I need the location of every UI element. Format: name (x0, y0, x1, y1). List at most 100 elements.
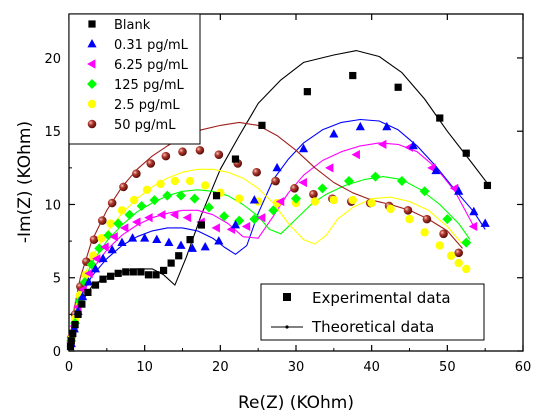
data-point-2-5-pg-ml (170, 176, 180, 186)
legend-data-type-box (260, 283, 485, 341)
data-point-6-25-pg-ml (427, 163, 436, 173)
data-point-2-5-pg-ml (106, 219, 115, 228)
data-point-blank (159, 266, 168, 275)
data-point-125-pg-ml (370, 171, 381, 182)
data-point-6-25-pg-ml (241, 221, 251, 232)
data-point-blank (122, 268, 130, 276)
data-point-blank (152, 271, 160, 279)
legend-label-0-31-pg-ml: 0.31 pg/mL (114, 38, 189, 53)
legend-data-type: Experimental data Theoretical data (260, 283, 485, 341)
data-point-50-pg-ml (146, 159, 156, 168)
data-point-6-25-pg-ml (182, 213, 192, 223)
fit-line-blank (68, 50, 490, 352)
data-point-125-pg-ml (103, 230, 114, 241)
data-point-50-pg-ml (132, 169, 141, 179)
data-point-6-25-pg-ml (378, 139, 387, 150)
data-point-0-31-pg-ml (152, 234, 162, 244)
data-point-blank (74, 310, 82, 318)
data-point-50-pg-ml (161, 151, 171, 161)
data-point-2-5-pg-ml (235, 194, 244, 203)
legend-marker-6-25-pg-ml (87, 59, 96, 69)
data-point-2-5-pg-ml (185, 176, 195, 186)
data-point-125-pg-ml (317, 183, 328, 194)
data-point-2-5-pg-ml (310, 197, 320, 206)
data-point-0-31-pg-ml (408, 140, 418, 150)
fit-line-0-31-pg-ml (68, 118, 486, 352)
data-point-blank (186, 236, 194, 244)
data-point-50-pg-ml (439, 229, 448, 239)
data-point-0-31-pg-ml (355, 121, 365, 131)
data-point-125-pg-ml (149, 195, 160, 206)
data-point-0-31-pg-ml (298, 143, 309, 153)
data-point-125-pg-ml (442, 214, 453, 225)
legend-label-6-25-pg-ml: 6.25 pg/mL (114, 58, 189, 73)
data-point-2-5-pg-ml (405, 214, 414, 224)
x-tick-label: 20 (212, 360, 229, 375)
y-tick-label: 10 (44, 198, 61, 213)
legend-label-blank: Blank (114, 18, 151, 33)
legend-label-2-5-pg-ml: 2.5 pg/mL (114, 98, 180, 113)
x-tick-label: 40 (363, 360, 380, 375)
legend-theoretical-label: Theoretical data (311, 318, 434, 336)
data-point-0-31-pg-ml (200, 241, 210, 251)
data-point-50-pg-ml (214, 150, 224, 159)
data-point-50-pg-ml (89, 235, 99, 244)
data-point-blank (436, 114, 444, 122)
y-tick-label: 15 (44, 125, 61, 140)
fit-line-6-25-pg-ml (68, 142, 475, 352)
data-point-blank (71, 321, 79, 329)
data-point-125-pg-ml (162, 190, 173, 201)
data-point-125-pg-ml (396, 176, 407, 187)
data-point-50-pg-ml (178, 147, 187, 157)
data-point-50-pg-ml (290, 184, 299, 193)
data-point-0-31-pg-ml (117, 237, 127, 246)
legend-entry-6-25-pg-ml: 6.25 pg/mL (87, 58, 189, 73)
y-tick-label: 5 (53, 272, 61, 287)
data-point-0-31-pg-ml (249, 195, 259, 204)
data-point-50-pg-ml (107, 198, 117, 208)
data-point-125-pg-ml (268, 205, 279, 216)
data-point-50-pg-ml (271, 176, 280, 186)
data-point-125-pg-ml (136, 200, 147, 211)
data-point-2-5-pg-ml (97, 233, 106, 243)
y-tick-label: 0 (53, 345, 61, 360)
data-point-50-pg-ml (454, 248, 463, 258)
legend-series-entries: Blank 0.31 pg/mL 6.25 pg/mL 125 pg/mL 2.5 pg… (87, 18, 189, 133)
data-point-blank (303, 88, 311, 96)
data-point-6-25-pg-ml (157, 210, 166, 220)
data-point-blank (107, 272, 115, 280)
legend-entry-blank: Blank (88, 18, 151, 33)
data-point-blank (69, 329, 77, 338)
data-point-2-5-pg-ml (348, 195, 357, 205)
data-point-6-25-pg-ml (109, 232, 118, 242)
data-point-blank (114, 269, 122, 277)
legend-marker-125-pg-ml (87, 79, 97, 89)
data-point-50-pg-ml (403, 206, 413, 215)
data-point-blank (212, 192, 221, 200)
data-point-blank (394, 83, 402, 91)
data-point-blank (66, 343, 75, 351)
data-point-blank (167, 259, 175, 267)
data-point-0-31-pg-ml (187, 243, 197, 252)
data-point-6-25-pg-ml (144, 213, 153, 223)
legend-entry-125-pg-ml: 125 pg/mL (87, 78, 184, 93)
data-point-125-pg-ml (419, 186, 430, 197)
data-point-50-pg-ml (309, 189, 318, 199)
data-point-6-25-pg-ml (211, 223, 220, 233)
data-point-2-5-pg-ml (435, 241, 444, 250)
data-point-50-pg-ml (252, 167, 261, 177)
data-point-blank (462, 149, 470, 157)
data-point-6-25-pg-ml (256, 213, 266, 223)
data-point-blank (137, 268, 145, 276)
data-point-blank (91, 281, 100, 289)
x-tick-label: 10 (136, 360, 153, 375)
data-point-6-25-pg-ml (119, 223, 129, 233)
data-point-50-pg-ml (422, 214, 432, 224)
series-blank (66, 71, 492, 351)
data-point-2-5-pg-ml (117, 206, 127, 215)
data-point-0-31-pg-ml (140, 233, 150, 242)
data-point-0-31-pg-ml (98, 253, 108, 263)
data-point-blank (67, 337, 75, 345)
data-point-125-pg-ml (343, 176, 354, 187)
